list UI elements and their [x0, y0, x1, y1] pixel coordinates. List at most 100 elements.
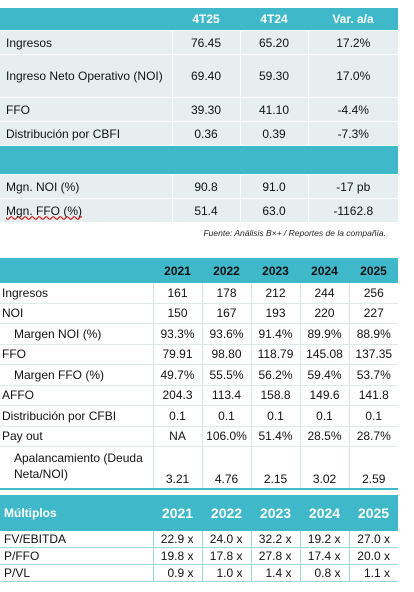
table-row: FFO 79.91 98.80 118.79 145.08 137.35: [0, 344, 398, 365]
cell: 0.1: [201, 405, 251, 427]
multiples-title: Múltiplos: [0, 495, 153, 531]
cell: 3.21: [152, 446, 202, 490]
table-row: Distribución por CBFI 0.36 0.39 -7.3%: [0, 121, 398, 146]
table-row: NOI 150 167 193 220 227: [0, 303, 398, 324]
cell: 227: [348, 303, 398, 324]
cell: 141.8: [348, 385, 398, 406]
cell: 51.4%: [250, 426, 300, 447]
table-row: Ingresos 76.45 65.20 17.2%: [0, 30, 398, 55]
table-row: Margen NOI (%) 93.3% 93.6% 91.4% 89.9% 8…: [0, 323, 398, 345]
table-row: Ingresos 161 178 212 244 256: [0, 283, 398, 304]
table-row: Mgn. NOI (%) 90.8 91.0 -17 pb: [0, 174, 398, 199]
table-row: P/VL 0.9 x 1.0 x 1.4 x 0.8 x 1.1 x: [0, 564, 398, 582]
row-label: Mgn. FFO (%): [0, 198, 172, 223]
row-label: Distribución por CBFI: [0, 121, 172, 146]
row-label: Apalancamiento (Deuda Neta/NOI): [0, 446, 153, 490]
cell: 65.20: [239, 30, 308, 55]
cell: -17 pb: [307, 174, 398, 199]
table-row: Ingreso Neto Operativo (NOI) 69.40 59.30…: [0, 54, 398, 98]
multiples-table: Múltiplos 2021 2022 2023 2024 2025 FV/EB…: [0, 495, 398, 582]
cell: 220: [299, 303, 349, 324]
cell: 244: [299, 283, 349, 304]
header-year: 2025: [349, 495, 398, 531]
header-year: 2023: [251, 495, 300, 531]
header-year: 2024: [300, 495, 349, 531]
row-label: FFO: [0, 97, 172, 122]
cell: 17.8 x: [201, 547, 251, 565]
cell: 20.0 x: [348, 547, 398, 565]
row-label: Distribución por CFBI: [0, 405, 153, 427]
header-year: 2022: [202, 258, 251, 283]
row-label: P/VL: [0, 564, 153, 582]
cell: NA: [152, 426, 202, 447]
cell: 118.79: [250, 344, 300, 365]
cell: 56.2%: [250, 364, 300, 386]
cell: 91.0: [239, 174, 308, 199]
table-row: FV/EBITDA 22.9 x 24.0 x 32.2 x 19.2 x 27…: [0, 531, 398, 548]
row-label: Mgn. NOI (%): [0, 174, 172, 199]
row-label: FFO: [0, 344, 153, 365]
row-label-text: Mgn. FFO (%): [6, 203, 83, 218]
cell: 39.30: [171, 97, 240, 122]
table-row: Mgn. FFO (%) 51.4 63.0 -1162.8: [0, 198, 398, 223]
cell: -4.4%: [307, 97, 398, 122]
cell: 24.0 x: [201, 531, 251, 548]
cell: 59.30: [239, 54, 308, 98]
cell: 91.4%: [250, 323, 300, 345]
cell: 28.7%: [348, 426, 398, 447]
cell: -1162.8: [307, 198, 398, 223]
cell: 0.9 x: [152, 564, 202, 582]
cell: 178: [201, 283, 251, 304]
table-row: Margen FFO (%) 49.7% 55.5% 56.2% 59.4% 5…: [0, 364, 398, 386]
cell: 69.40: [171, 54, 240, 98]
cell: 0.1: [299, 405, 349, 427]
quarterly-results-table: 4T25 4T24 Var. a/a Ingresos 76.45 65.20 …: [0, 8, 398, 223]
cell: 193: [250, 303, 300, 324]
annual-estimates-table: 2021 2022 2023 2024 2025 Ingresos 161 17…: [0, 258, 398, 490]
cell: 17.4 x: [299, 547, 349, 565]
cell: 51.4: [171, 198, 240, 223]
cell: 161: [152, 283, 202, 304]
cell: 1.0 x: [201, 564, 251, 582]
row-label: P/FFO: [0, 547, 153, 565]
table-row: AFFO 204.3 113.4 158.8 149.6 141.8: [0, 385, 398, 406]
header-blank: [0, 8, 172, 31]
header-blank: [0, 258, 153, 283]
row-label: FV/EBITDA: [0, 531, 153, 548]
cell: 41.10: [239, 97, 308, 122]
cell: 93.3%: [152, 323, 202, 345]
cell: 53.7%: [348, 364, 398, 386]
row-label: Pay out: [0, 426, 153, 447]
header-year: 2023: [251, 258, 300, 283]
table-header-row: 4T25 4T24 Var. a/a: [0, 8, 398, 31]
header-year: 2021: [153, 258, 202, 283]
cell: 137.35: [348, 344, 398, 365]
cell: 0.36: [171, 121, 240, 146]
row-label: Ingreso Neto Operativo (NOI): [0, 54, 172, 98]
header-var: Var. a/a: [308, 8, 398, 31]
cell: 55.5%: [201, 364, 251, 386]
cropped-title-fragment: [0, 0, 414, 6]
header-year: 2025: [349, 258, 398, 283]
cell: 19.2 x: [299, 531, 349, 548]
source-note: Fuente: Análisis B×+ / Reportes de la co…: [203, 228, 386, 238]
table-row: Apalancamiento (Deuda Neta/NOI) 3.21 4.7…: [0, 446, 398, 490]
row-label: Ingresos: [0, 283, 153, 304]
cell: 93.6%: [201, 323, 251, 345]
cell: 1.4 x: [250, 564, 300, 582]
header-4t24: 4T24: [240, 8, 308, 31]
cell: 212: [250, 283, 300, 304]
header-4t25: 4T25: [172, 8, 240, 31]
table-row: P/FFO 19.8 x 17.8 x 27.8 x 17.4 x 20.0 x: [0, 547, 398, 565]
cell: 88.9%: [348, 323, 398, 345]
cell: 63.0: [239, 198, 308, 223]
section-divider-band: [0, 145, 398, 175]
row-label: Ingresos: [0, 30, 172, 55]
cell: 4.76: [201, 446, 251, 490]
cell: 150: [152, 303, 202, 324]
table-row: Pay out NA 106.0% 51.4% 28.5% 28.7%: [0, 426, 398, 447]
header-year: 2024: [300, 258, 349, 283]
cell: 0.1: [348, 405, 398, 427]
cell: 167: [201, 303, 251, 324]
cell: 59.4%: [299, 364, 349, 386]
